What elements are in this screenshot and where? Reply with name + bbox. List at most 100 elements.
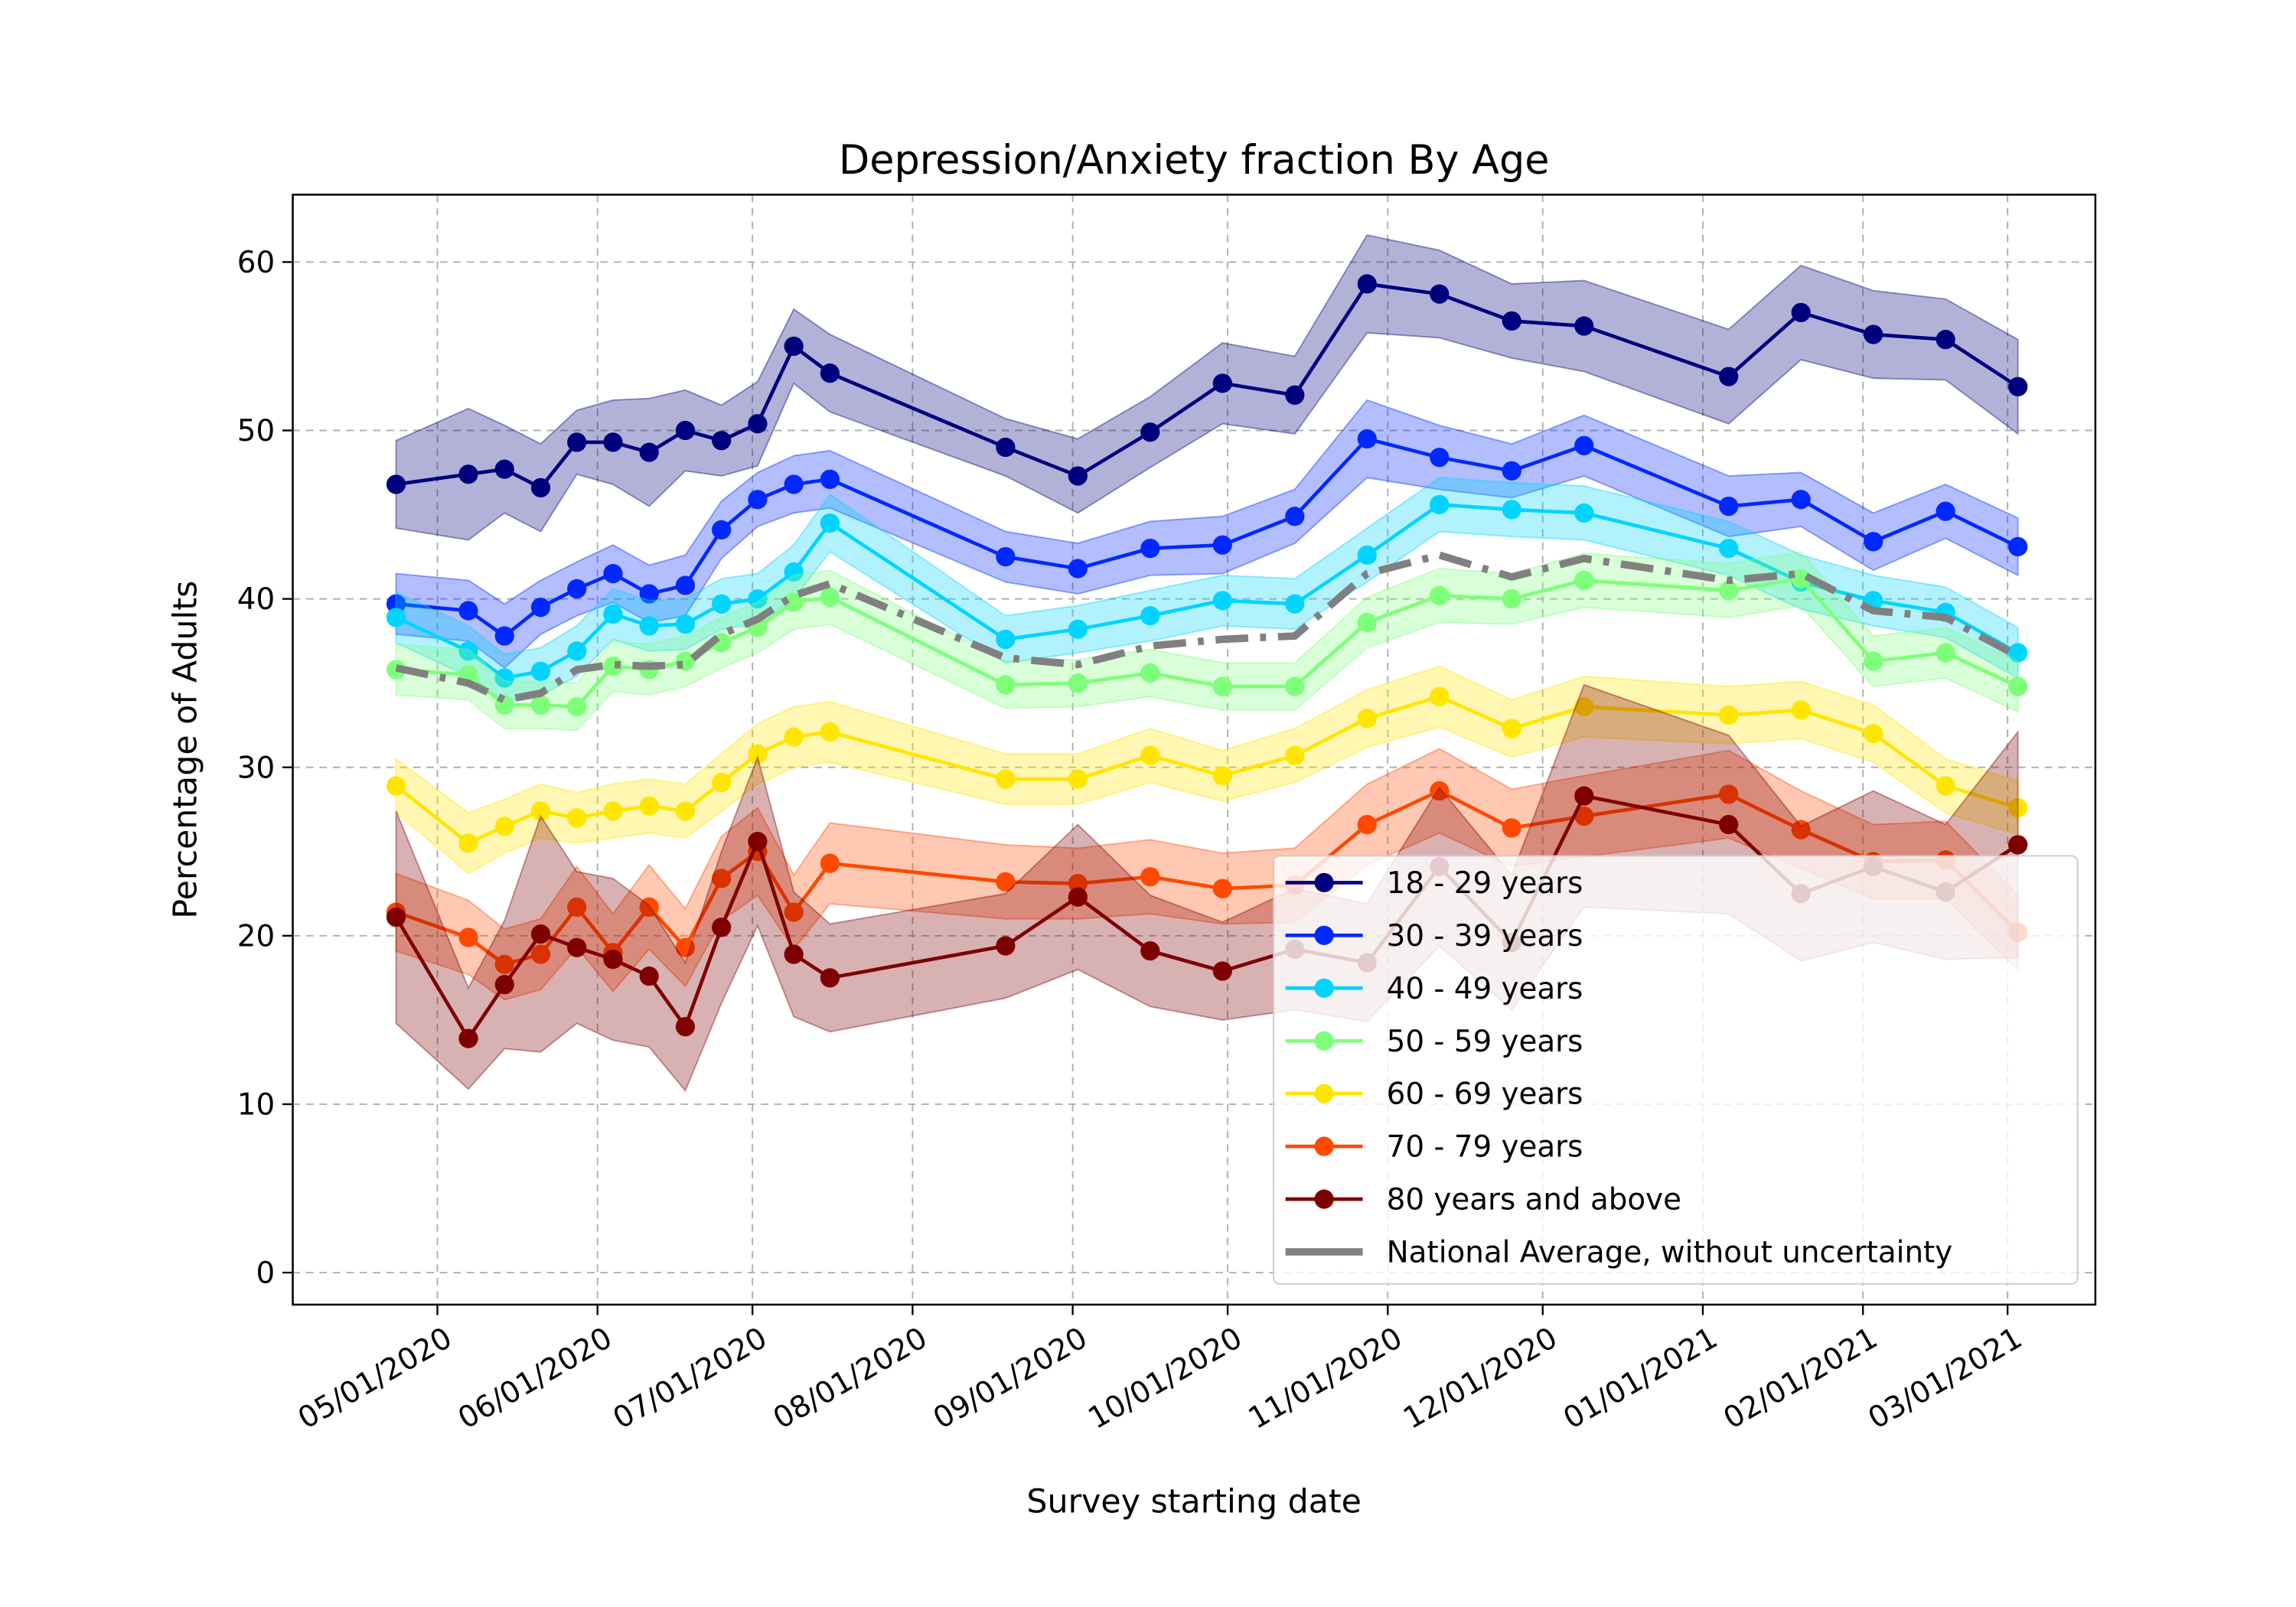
- data-point: [1140, 422, 1160, 442]
- x-axis-label: Survey starting date: [1026, 1483, 1361, 1521]
- data-point: [494, 975, 514, 995]
- legend-label: 30 - 39 years: [1387, 919, 1583, 953]
- legend-marker: [1314, 1031, 1334, 1051]
- data-point: [1791, 569, 1811, 588]
- data-point: [1140, 941, 1160, 961]
- y-tick-label: 20: [237, 919, 275, 953]
- data-point: [1430, 448, 1450, 468]
- y-tick-label: 60: [237, 246, 275, 280]
- data-point: [494, 954, 514, 974]
- data-point: [386, 907, 406, 927]
- data-point: [1502, 719, 1521, 738]
- data-point: [494, 695, 514, 715]
- data-point: [784, 562, 804, 582]
- data-point: [675, 614, 696, 634]
- data-point: [1068, 673, 1088, 693]
- data-point: [2008, 676, 2028, 696]
- data-point: [1068, 466, 1088, 486]
- data-point: [530, 801, 551, 821]
- data-point: [712, 594, 732, 614]
- data-point: [1719, 496, 1739, 517]
- data-point: [712, 431, 732, 451]
- data-point: [1574, 503, 1594, 523]
- data-point: [458, 464, 478, 484]
- data-point: [386, 474, 406, 494]
- data-point: [530, 944, 551, 964]
- chart-title: Depression/Anxiety fraction By Age: [839, 137, 1550, 184]
- data-point: [1574, 570, 1594, 591]
- data-point: [1212, 591, 1232, 611]
- data-point: [1936, 330, 1955, 350]
- data-point: [996, 437, 1016, 458]
- data-point: [1068, 619, 1088, 639]
- data-point: [1285, 385, 1305, 405]
- y-tick-label: 10: [237, 1088, 275, 1123]
- y-tick-label: 40: [237, 582, 275, 617]
- legend-marker: [1314, 872, 1334, 893]
- data-point: [675, 801, 696, 821]
- legend-marker: [1314, 925, 1334, 945]
- data-point: [494, 817, 514, 836]
- data-point: [1140, 867, 1160, 887]
- data-point: [567, 641, 587, 661]
- data-point: [494, 459, 514, 479]
- data-point: [748, 414, 768, 434]
- data-point: [1357, 274, 1377, 294]
- legend-box: [1273, 855, 2079, 1285]
- data-point: [494, 668, 514, 688]
- data-point: [386, 776, 406, 796]
- data-point: [603, 432, 623, 452]
- data-point: [820, 587, 840, 608]
- data-point: [494, 626, 514, 646]
- data-point: [530, 924, 551, 944]
- data-point: [1864, 324, 1883, 344]
- data-point: [1574, 806, 1594, 826]
- data-point: [1068, 873, 1088, 894]
- data-point: [675, 575, 696, 595]
- legend-label: National Average, without uncertainty: [1387, 1236, 1953, 1270]
- data-point: [1357, 814, 1377, 835]
- uncertainty-band: [395, 234, 2019, 541]
- data-point: [1502, 588, 1521, 609]
- data-point: [567, 696, 587, 717]
- data-point: [639, 796, 659, 816]
- data-point: [784, 592, 804, 612]
- data-point: [1502, 500, 1521, 520]
- data-point: [1719, 784, 1739, 804]
- data-point: [1068, 769, 1088, 789]
- data-point: [675, 420, 696, 441]
- data-point: [1212, 373, 1232, 393]
- data-point: [996, 936, 1016, 956]
- data-point: [458, 641, 478, 661]
- data-point: [784, 474, 804, 494]
- data-point: [1502, 461, 1521, 481]
- data-point: [996, 769, 1016, 789]
- data-point: [1719, 705, 1739, 725]
- legend-label: 80 years and above: [1387, 1183, 1681, 1217]
- data-point: [530, 661, 551, 681]
- data-point: [1285, 676, 1305, 696]
- data-point: [1430, 686, 1450, 706]
- data-point: [1719, 538, 1739, 559]
- data-point: [2008, 835, 2028, 855]
- data-point: [675, 937, 696, 957]
- data-point: [530, 598, 551, 618]
- data-point: [458, 833, 478, 853]
- data-point: [1936, 643, 1955, 663]
- data-point: [1574, 435, 1594, 455]
- y-axis-label: Percentage of Adults: [166, 581, 204, 919]
- data-point: [530, 695, 551, 715]
- data-point: [784, 944, 804, 964]
- legend-label: 40 - 49 years: [1387, 972, 1583, 1006]
- data-point: [1719, 580, 1739, 601]
- data-point: [1212, 676, 1232, 696]
- legend-marker: [1314, 1084, 1334, 1103]
- data-point: [1285, 507, 1305, 526]
- data-point: [748, 831, 768, 852]
- data-point: [996, 546, 1016, 567]
- data-point: [784, 727, 804, 747]
- data-point: [603, 801, 623, 821]
- plot-frame: [292, 194, 2097, 1306]
- data-point: [712, 772, 732, 793]
